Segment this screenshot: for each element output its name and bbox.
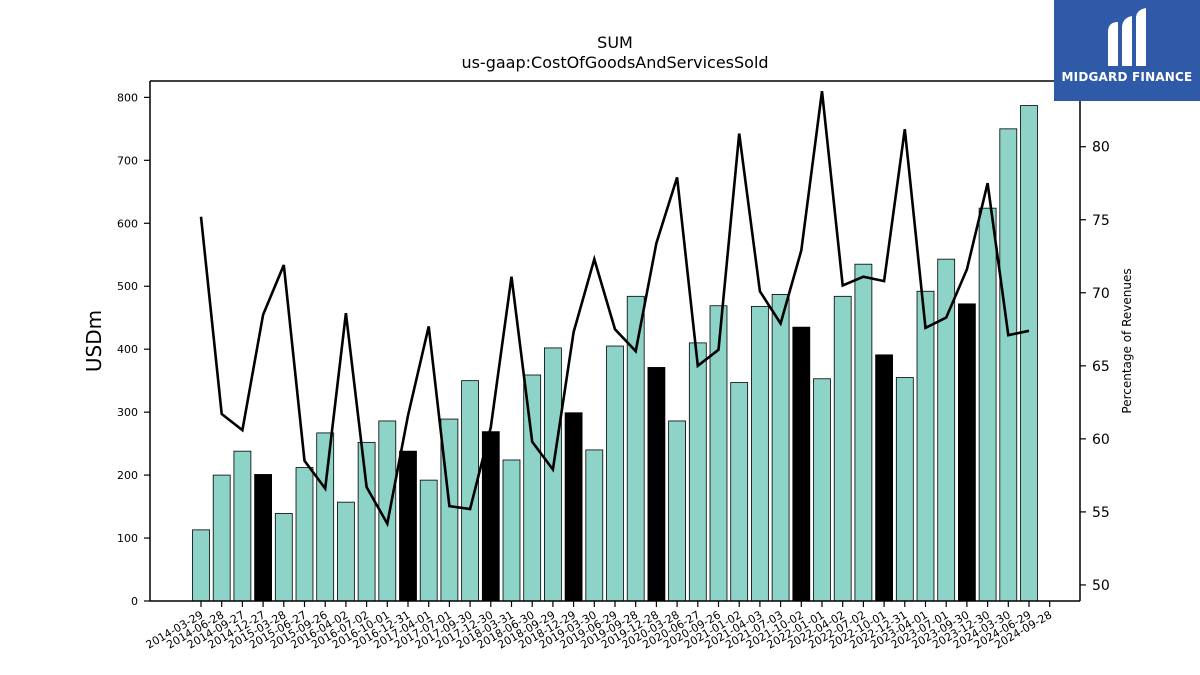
y-tick-label: 800: [117, 91, 138, 104]
y2-tick-label: 80: [1092, 140, 1110, 156]
line-layer: [199, 91, 1030, 528]
chart-title: SUM: [597, 33, 633, 52]
bar: [833, 295, 852, 602]
bar: [419, 479, 438, 602]
bar: [523, 374, 542, 602]
bar: [399, 450, 417, 602]
bar: [999, 128, 1018, 602]
y2-tick-label: 50: [1092, 578, 1110, 594]
y2-tick-label: 65: [1092, 359, 1110, 375]
y2-axis-label: Percentage of Revenues: [1120, 268, 1134, 413]
bar: [688, 342, 707, 602]
bar: [544, 347, 562, 602]
bar: [792, 326, 811, 602]
bar: [895, 377, 914, 602]
bar: [813, 378, 831, 602]
chart-subtitle: us-gaap:CostOfGoodsAndServicesSold: [461, 53, 768, 72]
bar: [606, 345, 624, 602]
bar: [481, 431, 500, 602]
bar: [916, 290, 935, 602]
bar: [502, 459, 521, 602]
y2-tick-label: 60: [1092, 432, 1110, 448]
bars-layer: [192, 105, 1038, 602]
bar: [1020, 105, 1038, 602]
bar: [937, 258, 956, 602]
bar: [771, 294, 790, 602]
bar: [357, 441, 376, 602]
y-tick-label: 400: [117, 343, 138, 356]
y2-tick-label: 70: [1092, 286, 1110, 302]
bar: [461, 380, 479, 602]
y2-tick-label: 75: [1092, 213, 1110, 229]
y-tick-label: 100: [117, 532, 138, 545]
y-tick-label: 700: [117, 154, 138, 167]
y-tick-label: 0: [131, 595, 138, 608]
bar: [875, 354, 893, 602]
y-axis-label: USDm: [82, 310, 106, 372]
percentage-line: [199, 91, 1030, 528]
bar: [626, 295, 645, 602]
bar: [337, 501, 355, 602]
y-tick-label: 200: [117, 469, 138, 482]
bar: [647, 367, 666, 602]
logo-mark-icon: [1108, 8, 1146, 66]
bar: [730, 382, 749, 602]
bar: [316, 432, 335, 602]
bar: [668, 420, 686, 602]
bar: [295, 467, 314, 602]
bar: [192, 529, 210, 602]
bar: [585, 449, 604, 602]
bar: [854, 263, 873, 602]
bar: [212, 474, 231, 602]
bar: [564, 412, 583, 602]
logo-text: MIDGARD FINANCE: [1061, 70, 1193, 84]
y2-tick-label: 55: [1092, 505, 1110, 521]
brand-logo: MIDGARD FINANCE: [1054, 0, 1200, 101]
y-tick-label: 300: [117, 406, 138, 419]
bar: [978, 207, 997, 602]
bar: [958, 303, 976, 602]
bar: [751, 305, 769, 602]
bar: [233, 450, 252, 602]
axes-layer: 0100200300400500600700800505560657075802…: [117, 80, 1110, 652]
bar: [254, 474, 272, 602]
y-tick-label: 600: [117, 217, 138, 230]
y-tick-label: 500: [117, 280, 138, 293]
bar: [274, 513, 293, 602]
